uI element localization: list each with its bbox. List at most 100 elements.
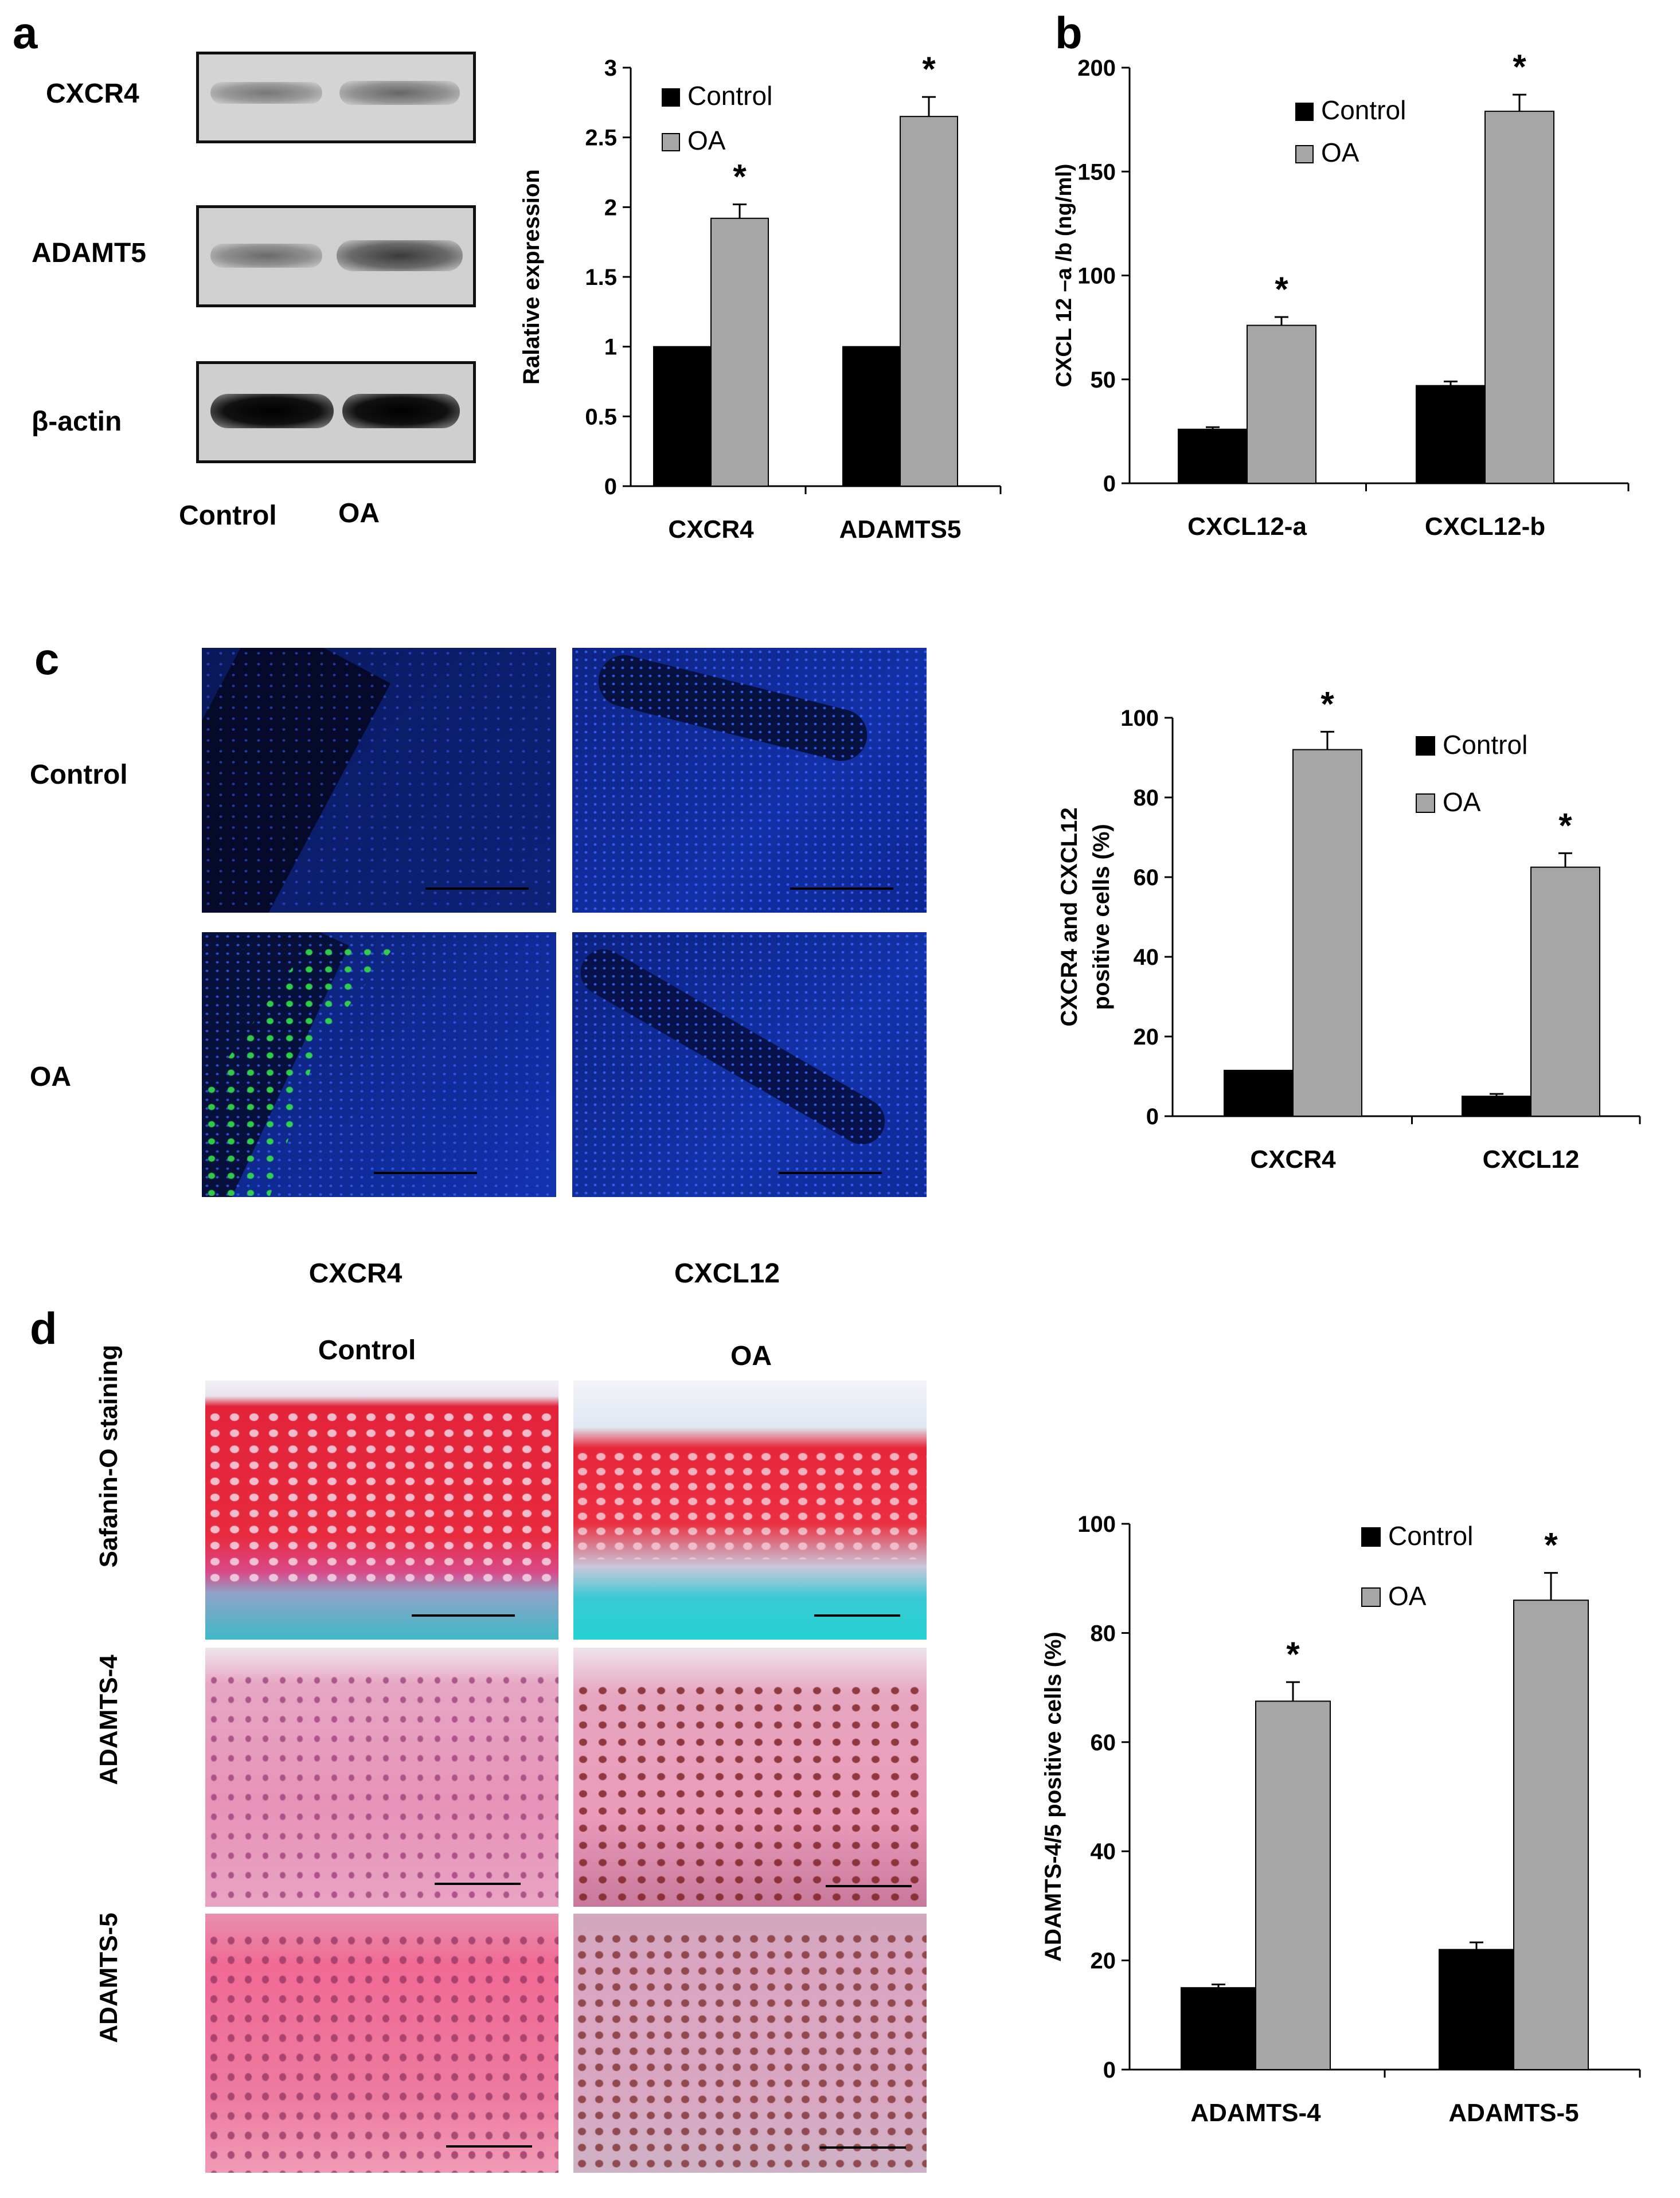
ihc-image-adamts5-oa (573, 1914, 927, 2173)
lane-label-oa: OA (338, 498, 380, 529)
chart-a-ytick-label: 1.5 (585, 265, 617, 290)
chart-a-significance-star: * (922, 50, 936, 88)
chart-c-significance-star: * (1558, 806, 1572, 844)
chart-c-ytick-label: 80 (1134, 785, 1159, 811)
chart-a-legend-label: OA (687, 126, 726, 155)
chart-d-bar-oa-0 (1255, 1700, 1331, 2070)
chart-d-category-label: ADAMTS-4 (1190, 2099, 1321, 2127)
fluor-image-control-cxcl12 (572, 648, 927, 913)
chart-d-legend-label: OA (1388, 1581, 1427, 1611)
chart-c-category-label: CXCL12 (1483, 1145, 1580, 1174)
chart-c-ytick-label: 40 (1134, 945, 1159, 970)
chart-c-bar-control-0 (1224, 1070, 1294, 1117)
chart-c-ytick-label: 20 (1134, 1024, 1159, 1050)
chart-c-category-label: CXCR4 (1250, 1145, 1336, 1174)
chart-a-ytick-label: 0.5 (585, 404, 617, 429)
chart-b-ytick-label: 150 (1077, 159, 1116, 185)
chart-b-ytick-label: 0 (1103, 471, 1116, 496)
chart-b-ytick-label: 200 (1077, 56, 1116, 81)
chart-c-bar-control-1 (1462, 1096, 1531, 1117)
chart-d-ytick-label: 60 (1091, 1730, 1116, 1755)
blot-label-adamt5: ADAMT5 (32, 238, 146, 268)
col-header-cxcr4: CXCR4 (308, 1258, 403, 1289)
chart-d-bar-oa-1 (1513, 1599, 1589, 2070)
chart-a-ytick-label: 0 (604, 474, 617, 499)
chart-d-ytick-label: 100 (1077, 1512, 1116, 1537)
lane-label-control: Control (179, 500, 277, 531)
chart-c-ylabel: positive cells (%) (1089, 824, 1114, 1010)
chart-c-legend-label: Control (1443, 730, 1527, 760)
chart-c-ytick-label: 60 (1134, 865, 1159, 890)
ihc-image-adamts4-control (205, 1648, 558, 1907)
chart-a-ytick-label: 3 (604, 56, 617, 81)
chart-b-bar-oa-1 (1484, 111, 1554, 484)
chart-a-layer: 0 0.5 1 1.5 2 2.5 3 * CXCR4 * ADAMTS5 Control OA Rala… (519, 50, 1002, 543)
chart-a-category-label: ADAMTS5 (839, 515, 962, 543)
chart-d-category-label: ADAMTS-5 (1448, 2099, 1579, 2127)
chart-d-layer: 0 20 40 60 80 100 * ADAMTS-4 * ADAMTS-5 Control OA A… (1041, 1512, 1641, 2127)
chart-b-legend-label: OA (1321, 138, 1359, 167)
chart-b-layer: 0 50 100 150 200 * CXCL12-a * CXCL12-b Control OA C… (1052, 48, 1630, 541)
chart-d-ytick-label: 0 (1103, 2058, 1116, 2083)
chart-b-ytick-label: 100 (1077, 264, 1116, 289)
panel-letter-a: a (13, 7, 38, 58)
panel-letter-d: d (30, 1303, 57, 1354)
chart-c-significance-star: * (1320, 685, 1334, 723)
chart-d-ytick-label: 20 (1091, 1949, 1116, 1974)
col-header-cxcl12: CXCL12 (674, 1258, 780, 1289)
chart-d-significance-star: * (1544, 1526, 1558, 1565)
chart-b-bar-control-0 (1178, 428, 1248, 484)
chart-b-bar-control-1 (1416, 385, 1486, 484)
chart-c-ytick-label: 100 (1120, 706, 1159, 731)
fluor-image-oa-cxcr4 (202, 932, 556, 1197)
western-blot-adamt5 (196, 205, 476, 307)
chart-a-bar-control-1 (842, 346, 901, 487)
chart-a-bar-oa-0 (710, 217, 769, 487)
chart-b-ylabel: CXCL 12 –a /b (ng/ml) (1052, 164, 1076, 388)
ihc-image-safranin-oa (573, 1380, 927, 1640)
chart-d-ylabel: ADAMTS-4/5 positive cells (%) (1041, 1632, 1066, 1962)
chart-d-legend-swatch (1361, 1527, 1381, 1547)
chart-b-legend-swatch (1295, 103, 1314, 121)
fluor-row-label-oa: OA (30, 1062, 71, 1092)
group-header-oa: OA (730, 1341, 772, 1371)
chart-d-ytick-label: 80 (1091, 1621, 1116, 1646)
chart-a-category-label: CXCR4 (668, 515, 754, 543)
western-blot-cxcr4 (196, 52, 476, 143)
chart-b-bar-oa-0 (1247, 324, 1316, 484)
chart-b-significance-star: * (1513, 48, 1526, 86)
chart-a-legend-label: Control (687, 81, 772, 111)
western-blot-beta-actin (196, 361, 476, 463)
ihc-row-label-safranin: Safanin-O staining (95, 1344, 123, 1568)
panel-letter-c: c (34, 633, 60, 684)
chart-a-bar-oa-1 (900, 116, 958, 487)
chart-a-ytick-label: 1 (604, 335, 617, 360)
panel-letter-b: b (1055, 7, 1083, 58)
chart-b-legend-swatch (1295, 145, 1314, 163)
chart-c-bar-oa-1 (1530, 866, 1600, 1117)
chart-a-legend-swatch (662, 133, 680, 151)
blot-label-beta-actin: β-actin (32, 406, 122, 437)
chart-b-category-label: CXCL12-a (1187, 513, 1307, 541)
chart-a-legend-swatch (662, 88, 680, 107)
ihc-image-adamts4-oa (573, 1648, 927, 1907)
chart-b-category-label: CXCL12-b (1425, 513, 1545, 541)
ihc-row-label-adamts5: ADAMTS-5 (95, 1913, 123, 2043)
chart-d-ytick-label: 40 (1091, 1839, 1116, 1864)
chart-d-legend-label: Control (1388, 1521, 1473, 1551)
group-header-control: Control (318, 1335, 416, 1366)
chart-d-legend-swatch (1361, 1587, 1381, 1607)
chart-a-ytick-label: 2 (604, 195, 617, 220)
fluor-row-label-control: Control (30, 760, 128, 790)
fluor-image-oa-cxcl12 (572, 932, 927, 1197)
ihc-row-label-adamts4: ADAMTS-4 (95, 1655, 123, 1785)
chart-a-bar-control-0 (653, 346, 712, 487)
chart-a-ylabel: Ralative expression (519, 169, 544, 385)
chart-b-ytick-label: 50 (1091, 367, 1116, 393)
chart-d-bar-control-1 (1439, 1949, 1514, 2071)
chart-c-layer: 0 20 40 60 80 100 * CXCR4 * CXCL12 Control OA CXCR4 … (1057, 685, 1641, 1174)
chart-b-significance-star: * (1275, 270, 1288, 308)
fluor-image-control-cxcr4 (202, 648, 556, 913)
ihc-image-adamts5-control (205, 1914, 558, 2173)
